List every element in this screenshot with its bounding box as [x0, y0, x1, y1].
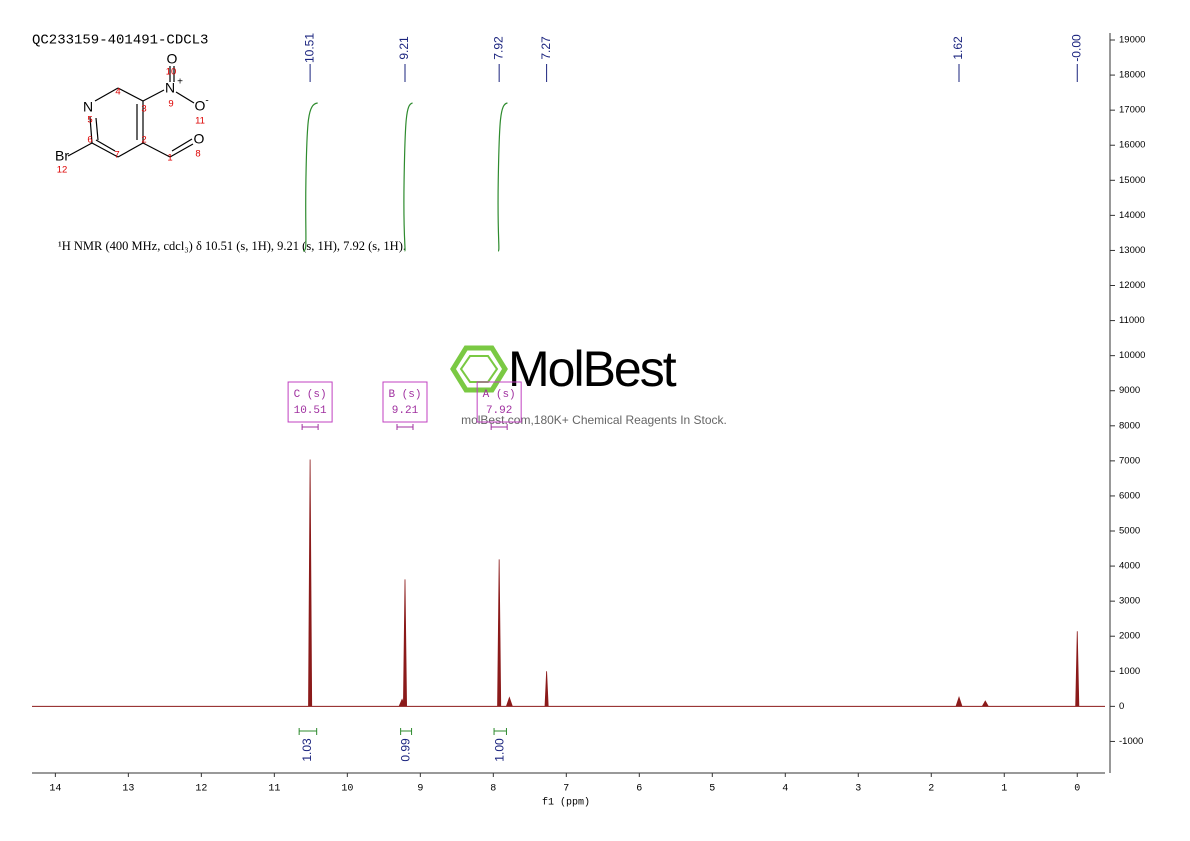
multiplet-bracket — [490, 424, 508, 430]
multiplet-bracket — [301, 424, 319, 430]
y-tick-label: 15000 — [1119, 175, 1145, 186]
peak — [497, 559, 502, 707]
multiplet-label: B (s) — [388, 389, 421, 401]
chart-title: QC233159-401491-CDCL3 — [32, 33, 208, 49]
multiplet-box — [476, 381, 522, 423]
y-tick-label: 12000 — [1119, 280, 1145, 291]
x-tick-label: 4 — [782, 784, 788, 795]
y-tick-label: 17000 — [1119, 105, 1145, 116]
peak-pick-label: 7.92 — [491, 36, 505, 60]
atom-number: 9 — [168, 99, 173, 110]
peak — [1075, 631, 1080, 707]
x-tick-label: 3 — [855, 784, 861, 795]
y-tick-label: 14000 — [1119, 210, 1145, 221]
peak-pick-label: -0.00 — [1069, 34, 1083, 62]
peak — [308, 459, 313, 707]
y-tick-label: 13000 — [1119, 245, 1145, 256]
y-tick-label: 10000 — [1119, 350, 1145, 361]
atom-number: 7 — [114, 150, 119, 161]
y-tick-label: 7000 — [1119, 455, 1140, 466]
atom-number: 10 — [166, 67, 177, 78]
multiplet-label: A (s) — [483, 389, 516, 401]
nmr-description: ¹H NMR (400 MHz, cdcl₃) δ 10.51 (s, 1H),… — [58, 239, 406, 253]
y-tick-label: 0 — [1119, 701, 1124, 712]
multiplet-box — [287, 381, 333, 423]
multiplet-shift: 9.21 — [392, 405, 419, 417]
atom-label: N — [83, 99, 93, 115]
y-tick-label: 9000 — [1119, 385, 1140, 396]
integral-curve — [497, 102, 508, 252]
x-tick-label: 10 — [341, 784, 353, 795]
y-tick-label: 18000 — [1119, 70, 1145, 81]
integral-bracket — [493, 728, 507, 735]
y-tick-label: 1000 — [1119, 666, 1140, 677]
y-tick-label: 3000 — [1119, 596, 1140, 607]
charge-label: + — [177, 77, 183, 88]
integral-bracket — [298, 728, 318, 735]
x-tick-label: 12 — [195, 784, 207, 795]
peak — [981, 700, 989, 707]
multiplet-shift: 7.92 — [486, 405, 512, 417]
y-tick-label: 2000 — [1119, 631, 1140, 642]
atom-number: 8 — [195, 149, 200, 160]
integral-label: 1.00 — [492, 738, 506, 762]
multiplet-bracket — [396, 424, 414, 430]
watermark-brand: MolBest — [508, 341, 677, 397]
y-tick-label: 11000 — [1119, 315, 1145, 326]
integral-label: 0.99 — [398, 738, 412, 762]
x-tick-label: 11 — [268, 784, 280, 795]
x-tick-label: 1 — [1001, 784, 1007, 795]
atom-label: O — [194, 131, 205, 147]
atom-number: 11 — [195, 116, 205, 127]
logo — [450, 345, 508, 393]
charge-label: - — [205, 96, 208, 107]
peak-pick-label: 7.27 — [539, 36, 553, 60]
peak — [402, 579, 407, 707]
atom-label: O — [195, 98, 206, 114]
x-axis-label: f1 (ppm) — [542, 797, 590, 809]
x-tick-label: 5 — [709, 784, 715, 795]
integral-curve — [403, 102, 413, 252]
x-tick-label: 8 — [490, 784, 496, 795]
x-tick-label: 7 — [563, 784, 569, 795]
atom-label: O — [167, 51, 178, 67]
atom-label: Br — [55, 148, 69, 164]
multiplet-label: C (s) — [294, 389, 327, 401]
x-tick-label: 0 — [1074, 784, 1080, 795]
y-tick-label: 8000 — [1119, 420, 1140, 431]
atom-number: 6 — [87, 135, 92, 146]
multiplet-shift: 10.51 — [294, 405, 327, 417]
multiplet-box — [382, 381, 428, 423]
y-tick-label: 19000 — [1119, 35, 1145, 46]
x-tick-label: 13 — [122, 784, 134, 795]
integral-bracket — [400, 728, 413, 735]
atom-label: N — [165, 80, 175, 96]
atom-number: 12 — [57, 165, 68, 176]
peak — [544, 671, 549, 707]
molecule — [67, 66, 195, 158]
y-tick-label: 5000 — [1119, 526, 1140, 537]
y-tick-label: 16000 — [1119, 140, 1145, 151]
atom-number: 2 — [141, 135, 146, 146]
y-tick-label: -1000 — [1119, 736, 1143, 747]
watermark-slogan: molBest.com,180K+ Chemical Reagents In S… — [461, 413, 727, 427]
atom-number: 4 — [115, 87, 120, 98]
peak-pick-label: 9.21 — [397, 36, 411, 60]
peak-pick-label: 10.51 — [302, 33, 316, 63]
peak — [955, 695, 963, 707]
x-tick-label: 6 — [636, 784, 642, 795]
atom-number: 5 — [87, 115, 92, 126]
peak-pick-label: 1.62 — [951, 36, 965, 60]
integral-label: 1.03 — [300, 738, 314, 762]
integral-curve — [302, 102, 318, 252]
x-tick-label: 2 — [928, 784, 934, 795]
x-tick-label: 9 — [417, 784, 423, 795]
atom-number: 3 — [141, 104, 146, 115]
x-tick-label: 14 — [49, 784, 61, 795]
atom-number: 1 — [167, 153, 172, 164]
peak — [505, 696, 513, 707]
y-tick-label: 4000 — [1119, 561, 1140, 572]
y-tick-label: 6000 — [1119, 490, 1140, 501]
